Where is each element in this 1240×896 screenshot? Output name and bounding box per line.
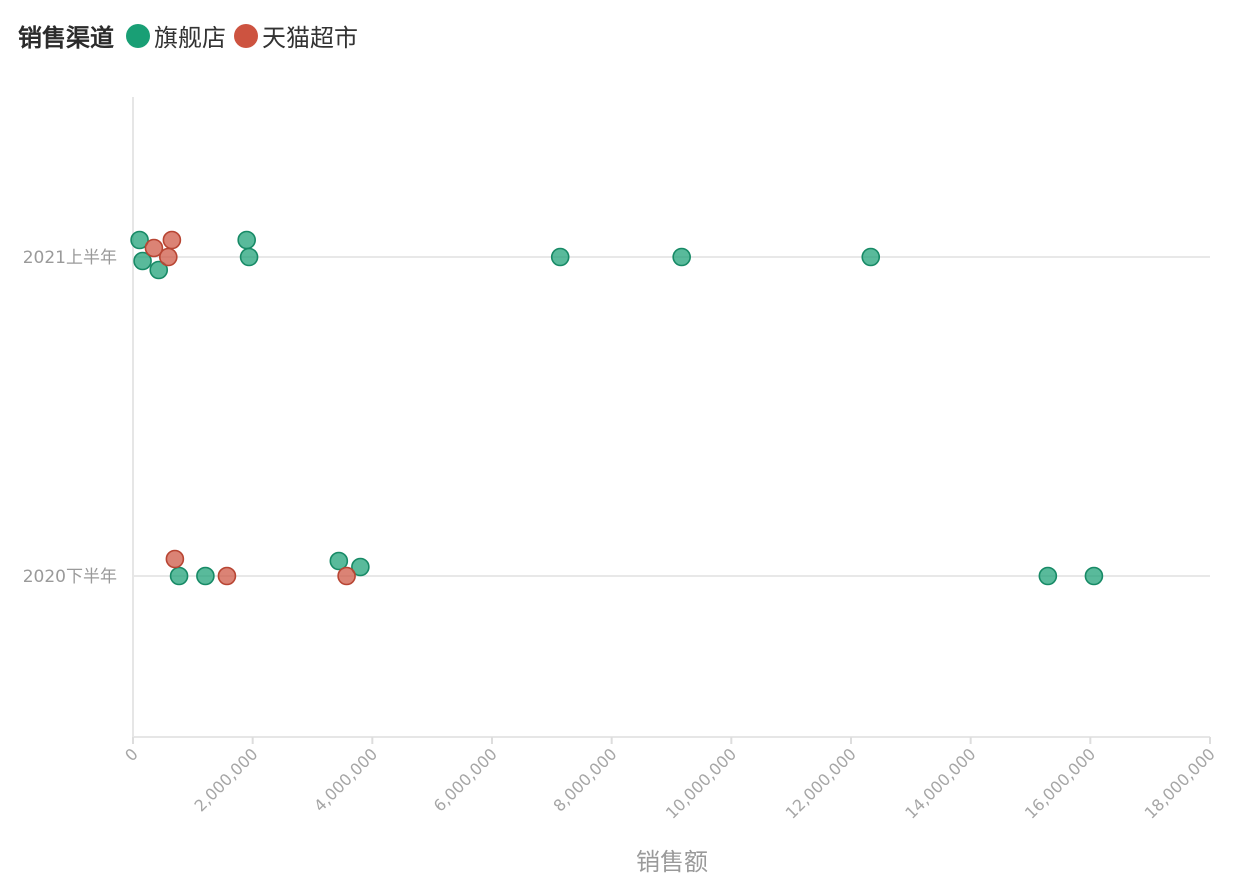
data-point-flagship[interactable]: [169, 566, 189, 586]
legend: 销售渠道 旗舰店 天猫超市: [18, 18, 360, 53]
axes: 2021上半年 2020下半年 0 2,000,000 4,000,000 6,000,0…: [23, 97, 1219, 823]
data-point-flagship[interactable]: [130, 230, 149, 250]
legend-label-tmall-supermarket: 天猫超市: [262, 24, 358, 52]
data-point-tmall-supermarket[interactable]: [159, 247, 178, 267]
data-point-flagship[interactable]: [133, 251, 152, 271]
data-point-flagship[interactable]: [237, 230, 256, 250]
x-tick-label: 2,000,000: [190, 744, 261, 815]
x-tick-label: 4,000,000: [310, 744, 381, 815]
x-tick-label: 12,000,000: [782, 744, 860, 822]
data-point-flagship[interactable]: [149, 260, 169, 280]
data-point-flagship[interactable]: [329, 551, 349, 571]
data-point-tmall-supermarket[interactable]: [337, 566, 356, 586]
x-axis-title: 销售额: [636, 848, 708, 876]
x-tick-label: 16,000,000: [1021, 744, 1099, 822]
y-tick-label: 2020下半年: [23, 567, 117, 587]
data-point-flagship[interactable]: [1038, 566, 1058, 586]
data-points: [130, 230, 1104, 586]
data-point-tmall-supermarket[interactable]: [162, 230, 182, 250]
data-point-tmall-supermarket[interactable]: [144, 238, 164, 258]
x-tick-label: 0: [121, 744, 142, 765]
y-tick-label: 2021上半年: [23, 248, 117, 268]
data-point-tmall-supermarket[interactable]: [217, 566, 237, 586]
legend-label-flagship: 旗舰店: [154, 24, 226, 52]
data-point-flagship[interactable]: [861, 247, 881, 267]
data-point-flagship[interactable]: [351, 557, 370, 577]
x-tick-label: 18,000,000: [1141, 744, 1219, 822]
legend-swatch-flagship: [126, 23, 150, 48]
legend-item-tmall-supermarket[interactable]: 天猫超市: [234, 18, 358, 53]
data-point-flagship[interactable]: [1084, 566, 1104, 586]
data-point-tmall-supermarket[interactable]: [165, 549, 185, 569]
x-tick-label: 10,000,000: [662, 744, 740, 822]
legend-title: 销售渠道: [18, 24, 114, 52]
legend-item-flagship[interactable]: 旗舰店: [126, 18, 226, 53]
x-tick-label: 6,000,000: [430, 744, 501, 815]
data-point-flagship[interactable]: [550, 247, 570, 267]
x-tick-label: 14,000,000: [901, 744, 979, 822]
data-point-flagship[interactable]: [196, 566, 215, 586]
x-tick-label: 8,000,000: [549, 744, 620, 815]
legend-swatch-tmall-supermarket: [234, 23, 258, 48]
data-point-flagship[interactable]: [239, 247, 259, 267]
grid-lines: [133, 256, 1210, 577]
data-point-flagship[interactable]: [672, 247, 691, 267]
